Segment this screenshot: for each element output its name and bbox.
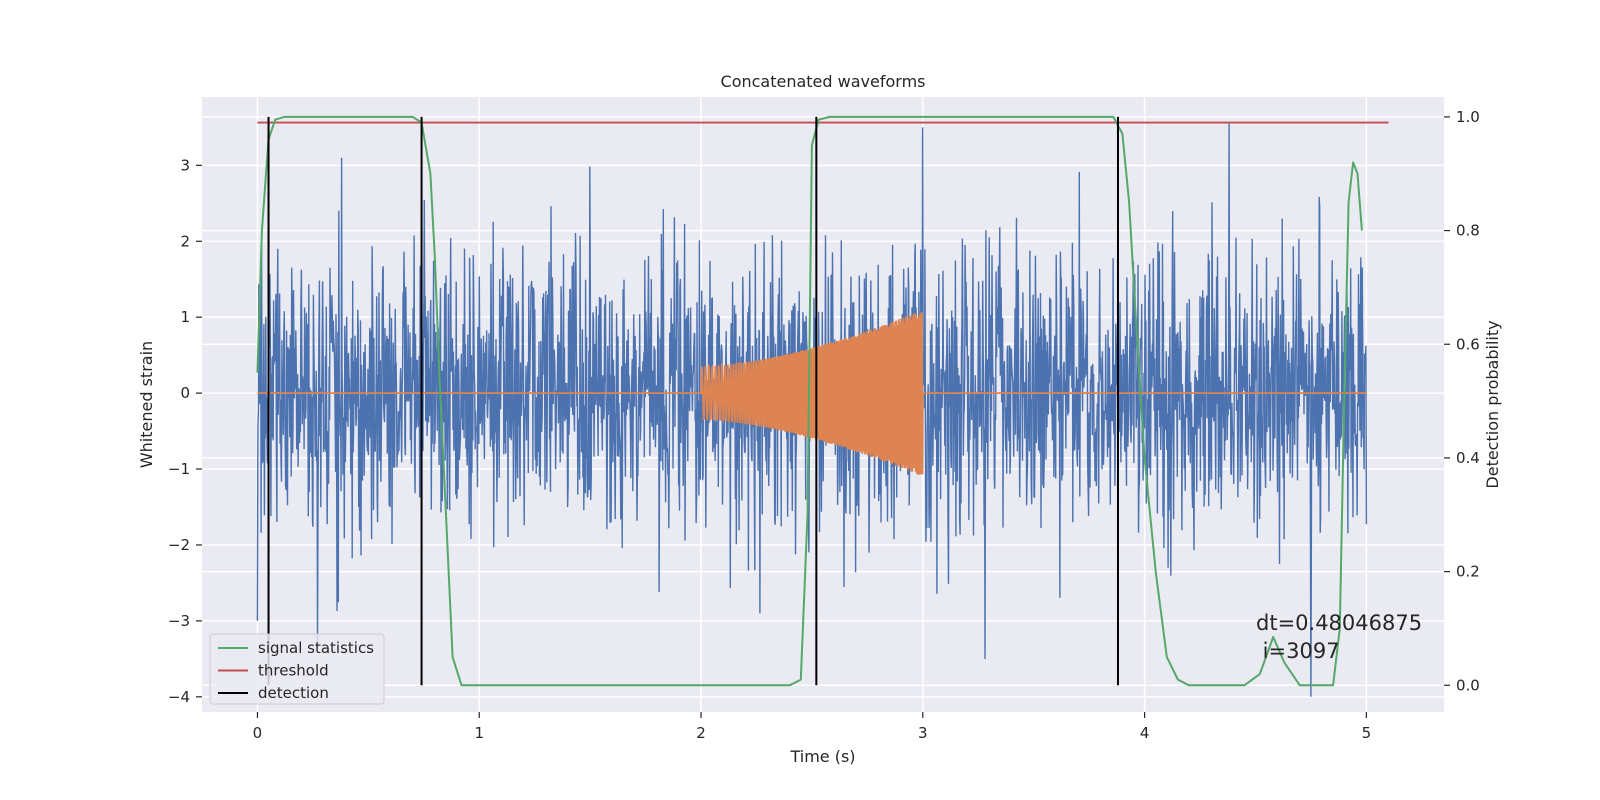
- legend: signal statistics threshold detection: [209, 633, 385, 705]
- legend-label-signal: signal statistics: [258, 639, 374, 657]
- tick-layer: 0 1 2 3 4 5 −4 −3 −2 −1 0 1 2 3 0.0 0.2 0.4 0.6 0.8 1.0: [168, 108, 1480, 742]
- annotation-dt: dt=0.48046875: [1256, 611, 1422, 635]
- annotation-index: i=3097: [1256, 639, 1340, 663]
- chart-title: Concatenated waveforms: [721, 72, 926, 91]
- waveform-series-line: [257, 312, 1367, 475]
- y-tick-label: 1: [180, 308, 190, 326]
- x-tick-label: 5: [1362, 724, 1372, 742]
- y-tick-label: −2: [168, 536, 190, 554]
- y2-tick-label: 0.6: [1456, 335, 1480, 353]
- series-layer: [256, 115, 1389, 697]
- legend-label-detection: detection: [258, 684, 329, 702]
- y-tick-label: −3: [168, 612, 190, 630]
- y-tick-label: 2: [180, 232, 190, 250]
- y-tick-label: −1: [168, 460, 190, 478]
- y2-tick-label: 0.0: [1456, 676, 1480, 694]
- legend-label-threshold: threshold: [258, 662, 329, 680]
- y-tick-label: 0: [180, 384, 190, 402]
- y2-tick-label: 1.0: [1456, 108, 1480, 126]
- x-tick-label: 1: [474, 724, 484, 742]
- y2-tick-label: 0.4: [1456, 449, 1480, 467]
- legend-box: [209, 633, 385, 705]
- x-axis-label: Time (s): [789, 747, 855, 766]
- y2-axis-label: Detection probability: [1483, 320, 1502, 488]
- x-tick-label: 4: [1140, 724, 1150, 742]
- x-tick-label: 2: [696, 724, 706, 742]
- y-axis-label: Whitened strain: [137, 341, 156, 468]
- y-tick-label: 3: [180, 156, 190, 174]
- y-tick-label: −4: [168, 688, 190, 706]
- y2-tick-label: 0.8: [1456, 222, 1480, 240]
- y2-tick-label: 0.2: [1456, 563, 1480, 581]
- x-tick-label: 0: [253, 724, 263, 742]
- x-tick-label: 3: [918, 724, 928, 742]
